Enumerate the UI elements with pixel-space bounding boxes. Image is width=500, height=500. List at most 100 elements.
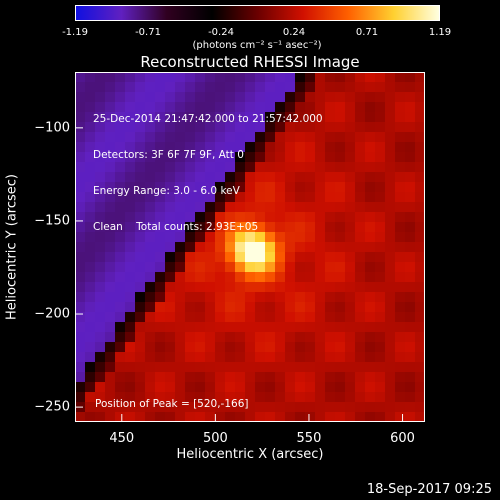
heatmap-cell: [405, 322, 415, 332]
heatmap-cell: [345, 202, 355, 212]
heatmap-cell: [345, 362, 355, 372]
heatmap-cell: [395, 322, 405, 332]
heatmap-cell: [415, 412, 425, 422]
heatmap-cell: [85, 332, 95, 342]
heatmap-cell: [315, 362, 325, 372]
heatmap-cell: [155, 362, 165, 372]
heatmap-cell: [235, 272, 245, 282]
heatmap-cell: [245, 332, 255, 342]
y-tick-label: −150: [34, 213, 70, 229]
heatmap-cell: [155, 332, 165, 342]
heatmap-cell: [105, 272, 115, 282]
heatmap-cell: [175, 282, 185, 292]
heatmap-cell: [385, 372, 395, 382]
heatmap-cell: [305, 362, 315, 372]
heatmap-cell: [115, 132, 125, 142]
heatmap-cell: [375, 292, 385, 302]
heatmap-cell: [285, 372, 295, 382]
colorbar-tick: 0.71: [355, 27, 379, 38]
heatmap-cell: [365, 182, 375, 192]
heatmap-cell: [385, 222, 395, 232]
heatmap-cell: [295, 322, 305, 332]
heatmap-cell: [85, 202, 95, 212]
heatmap-cell: [215, 412, 225, 422]
heatmap-cell: [105, 162, 115, 172]
heatmap-cell: [255, 252, 265, 262]
heatmap-cell: [395, 392, 405, 402]
heatmap-cell: [255, 102, 265, 112]
heatmap-cell: [275, 82, 285, 92]
heatmap-cell: [85, 102, 95, 112]
heatmap-cell: [145, 172, 155, 182]
heatmap-cell: [195, 412, 205, 422]
heatmap-cell: [75, 322, 85, 332]
heatmap-cell: [145, 132, 155, 142]
heatmap-cell: [305, 292, 315, 302]
heatmap-cell: [395, 102, 405, 112]
heatmap-cell: [335, 172, 345, 182]
heatmap-cell: [125, 282, 135, 292]
heatmap-cell: [255, 112, 265, 122]
heatmap-cell: [315, 212, 325, 222]
heatmap-cell: [195, 342, 205, 352]
heatmap-cell: [125, 392, 135, 402]
heatmap-cell: [395, 182, 405, 192]
heatmap-cell: [355, 162, 365, 172]
heatmap-cell: [105, 312, 115, 322]
heatmap-cell: [245, 352, 255, 362]
heatmap-cell: [375, 362, 385, 372]
heatmap-cell: [135, 202, 145, 212]
heatmap-cell: [155, 252, 165, 262]
heatmap-cell: [255, 272, 265, 282]
heatmap-cell: [155, 112, 165, 122]
heatmap-cell: [145, 82, 155, 92]
heatmap-cell: [115, 392, 125, 402]
heatmap-cell: [165, 222, 175, 232]
heatmap-cell: [235, 112, 245, 122]
heatmap-cell: [405, 292, 415, 302]
heatmap-cell: [355, 192, 365, 202]
heatmap-cell: [295, 402, 305, 412]
heatmap-cell: [375, 302, 385, 312]
heatmap-cell: [115, 342, 125, 352]
heatmap-cell: [215, 292, 225, 302]
heatmap-cell: [225, 392, 235, 402]
heatmap-cell: [215, 192, 225, 202]
heatmap-cell: [405, 222, 415, 232]
heatmap-cell: [355, 92, 365, 102]
heatmap-cell: [305, 412, 315, 422]
heatmap-cell: [295, 122, 305, 132]
heatmap-cell: [155, 122, 165, 132]
heatmap-cell: [325, 412, 335, 422]
heatmap-cell: [205, 112, 215, 122]
heatmap-cell: [175, 182, 185, 192]
heatmap-cell: [325, 92, 335, 102]
heatmap-cell: [345, 182, 355, 192]
heatmap-cell: [195, 332, 205, 342]
heatmap-cell: [315, 132, 325, 142]
heatmap-cell: [95, 372, 105, 382]
x-tick-label: 550: [296, 431, 322, 446]
heatmap-cell: [395, 142, 405, 152]
heatmap-cell: [135, 342, 145, 352]
heatmap-cell: [295, 292, 305, 302]
heatmap-cell: [225, 272, 235, 282]
heatmap-cell: [335, 232, 345, 242]
heatmap-cell: [105, 292, 115, 302]
heatmap-cell: [285, 172, 295, 182]
heatmap-cell: [225, 112, 235, 122]
heatmap-cell: [75, 162, 85, 172]
heatmap-cell: [345, 152, 355, 162]
heatmap-cell: [355, 142, 365, 152]
heatmap-cell: [175, 222, 185, 232]
heatmap-cell: [75, 302, 85, 312]
heatmap-cell: [265, 192, 275, 202]
heatmap-cell: [85, 342, 95, 352]
heatmap-cell: [225, 102, 235, 112]
heatmap-cell: [105, 172, 115, 182]
heatmap-cell: [265, 252, 275, 262]
heatmap-cell: [245, 172, 255, 182]
heatmap-cell: [355, 412, 365, 422]
heatmap-cell: [155, 322, 165, 332]
heatmap-cell: [295, 172, 305, 182]
